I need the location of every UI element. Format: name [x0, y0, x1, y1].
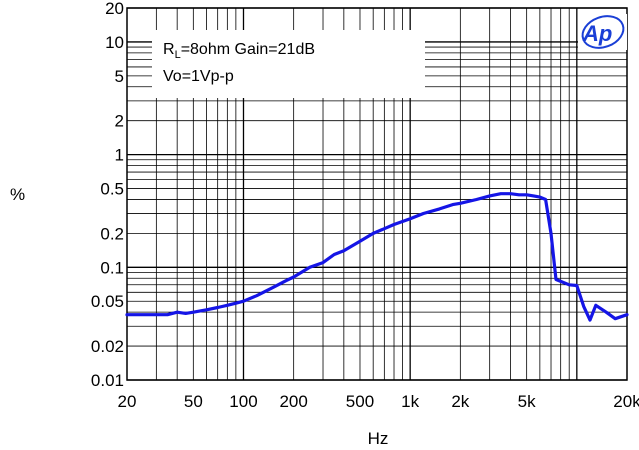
series-line-0: [125, 192, 629, 322]
x-tick-label: 50: [184, 392, 203, 411]
y-tick-label: 0.01: [91, 371, 124, 390]
y-axis-label: %: [10, 185, 25, 204]
x-tick-label: 20k: [613, 392, 639, 411]
y-tick-label: 1: [115, 146, 124, 165]
y-tick-label: 0.2: [100, 224, 124, 243]
annotation-box: RL=8ohm Gain=21dB Vo=1Vp-p: [152, 30, 425, 98]
y-tick-label: 10: [105, 33, 124, 52]
y-tick-label: 2: [115, 112, 124, 131]
annotation-line-2: Vo=1Vp-p: [163, 68, 234, 85]
x-tick-label: 100: [229, 392, 257, 411]
x-tick-label: 1k: [401, 392, 419, 411]
y-tick-label: 20: [105, 0, 124, 18]
ap-logo-icon: Ap: [578, 14, 627, 50]
y-tick-labels: 0.01 0.02 0.05 0.1 0.2 0.5 1 2 5 10 20: [91, 0, 124, 390]
y-tick-label: 0.02: [91, 337, 124, 356]
x-axis-label: Hz: [368, 429, 389, 448]
x-tick-label: 20: [118, 392, 137, 411]
annotation-background: [152, 30, 425, 98]
series-layer: [125, 192, 629, 322]
x-tick-labels: 20 50 100 200 500 1k 2k 5k 20k: [118, 392, 639, 411]
y-tick-label: 0.1: [100, 258, 124, 277]
y-tick-label: 5: [115, 67, 124, 86]
x-tick-label: 200: [279, 392, 307, 411]
logo-text: Ap: [582, 21, 612, 46]
x-tick-label: 500: [346, 392, 374, 411]
plot-frame: [126, 7, 628, 381]
y-tick-label: 0.5: [100, 180, 124, 199]
y-tick-label: 0.05: [91, 292, 124, 311]
annotation-line-1: RL=8ohm Gain=21dB: [163, 41, 315, 61]
x-tick-label: 5k: [518, 392, 536, 411]
x-tick-label: 2k: [451, 392, 469, 411]
